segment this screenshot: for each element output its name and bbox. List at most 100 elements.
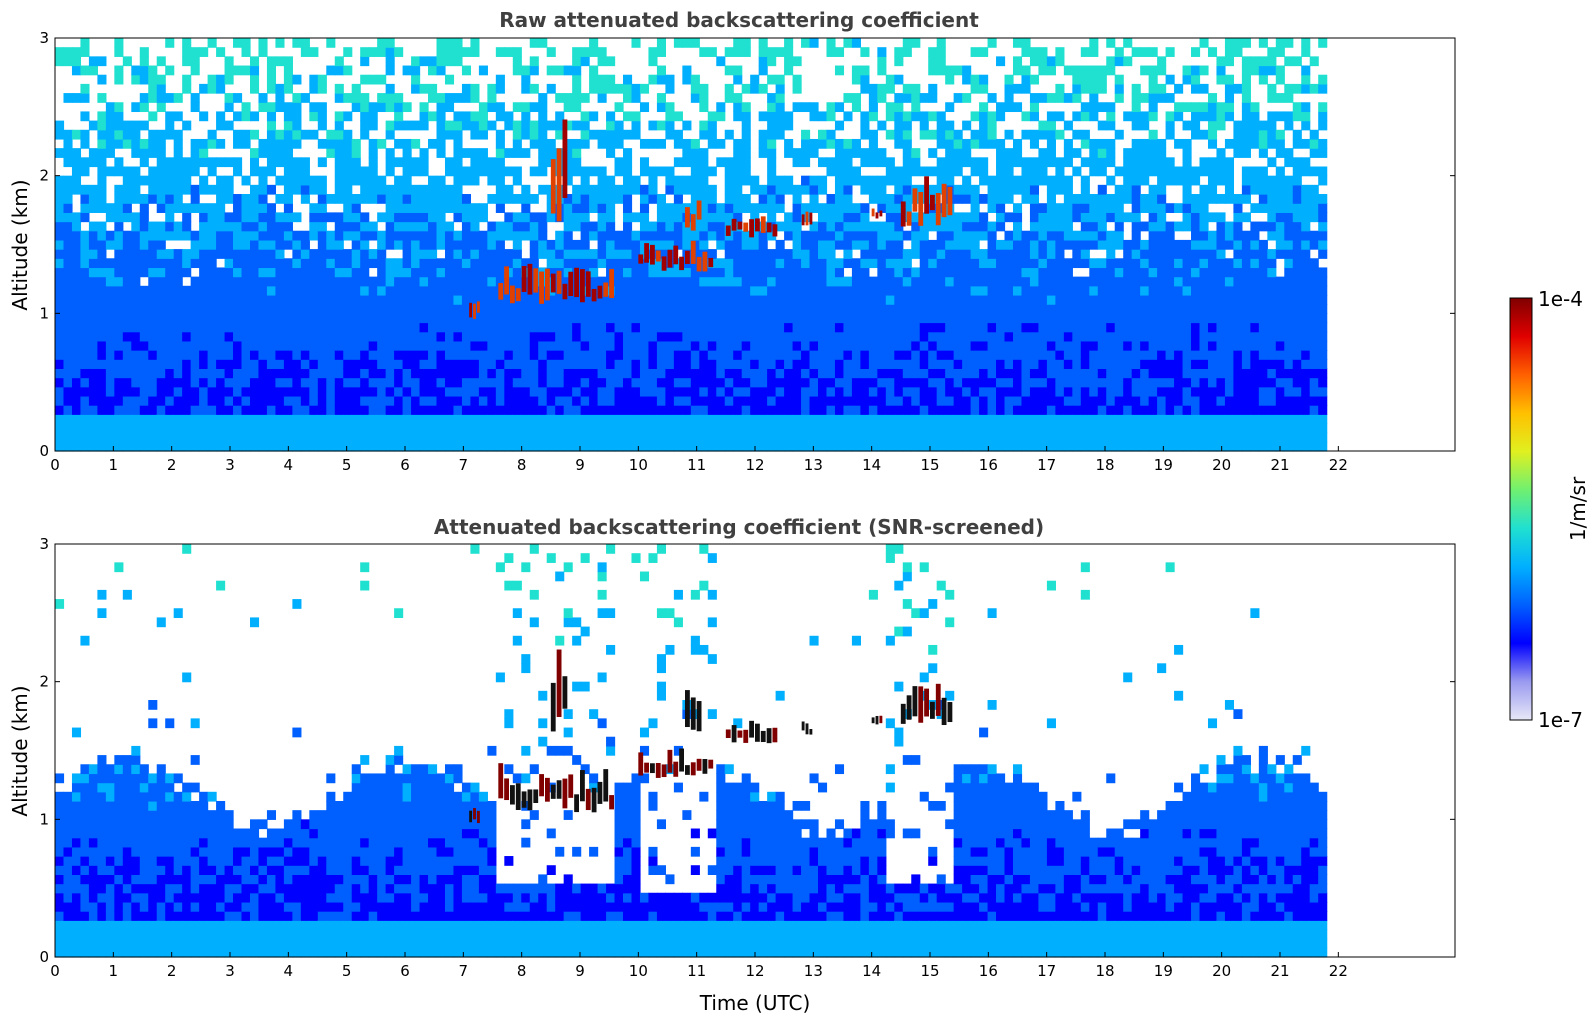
- heatmap-cell: [1123, 175, 1133, 186]
- heatmap-cell: [139, 65, 149, 76]
- heatmap-cell: [733, 441, 743, 452]
- heatmap-cell: [826, 441, 836, 452]
- heatmap-cell: [851, 350, 861, 360]
- heatmap-cell: [71, 294, 82, 305]
- heatmap-cell: [775, 239, 785, 250]
- heatmap-cell: [606, 405, 616, 415]
- heatmap-cell: [165, 157, 175, 168]
- heatmap-cell: [444, 203, 455, 213]
- heatmap-cell: [928, 249, 938, 259]
- heatmap-cell: [538, 423, 548, 434]
- heatmap-cell: [114, 359, 124, 369]
- heatmap-cell: [868, 221, 878, 232]
- heatmap-cell: [436, 47, 446, 57]
- heatmap-cell: [385, 239, 395, 250]
- heatmap-cell: [902, 230, 912, 241]
- heatmap-cell: [241, 441, 251, 452]
- heatmap-cell: [1140, 47, 1150, 57]
- heatmap-cell: [784, 285, 794, 296]
- heatmap-cell: [1038, 331, 1048, 342]
- heatmap-cell: [784, 249, 794, 259]
- heatmap-cell: [326, 432, 336, 443]
- heatmap-cell: [411, 331, 421, 342]
- heatmap-cell: [173, 432, 183, 443]
- heatmap-cell: [580, 230, 590, 241]
- heatmap-cell: [470, 258, 480, 269]
- heatmap-cell: [1165, 157, 1175, 168]
- heatmap-cell: [860, 74, 870, 85]
- heatmap-cell: [928, 322, 938, 333]
- heatmap-cell: [453, 239, 463, 250]
- heatmap-cell: [716, 340, 726, 351]
- heatmap-cell: [266, 56, 277, 67]
- heatmap-cell: [690, 350, 700, 360]
- heatmap-cell: [631, 313, 641, 324]
- heatmap-cell: [173, 313, 183, 324]
- heatmap-cell: [241, 258, 251, 269]
- heatmap-cell: [792, 395, 802, 406]
- heatmap-cell: [945, 239, 955, 250]
- heatmap-cell: [885, 230, 895, 241]
- heatmap-cell: [275, 83, 285, 94]
- heatmap-cell: [461, 405, 472, 415]
- heatmap-cell: [487, 230, 497, 241]
- heatmap-cell: [97, 157, 107, 168]
- heatmap-cell: [1216, 395, 1226, 406]
- heatmap-cell: [266, 129, 277, 140]
- heatmap-cell: [953, 377, 963, 388]
- heatmap-cell: [589, 313, 599, 324]
- heatmap-cell: [428, 212, 438, 223]
- heatmap-cell: [55, 120, 65, 131]
- heatmap-cell: [173, 148, 183, 158]
- heatmap-cell: [394, 102, 404, 113]
- heatmap-cell: [71, 395, 82, 406]
- heatmap-cell: [1165, 423, 1175, 434]
- heatmap-cell: [521, 386, 531, 397]
- heatmap-cell: [623, 294, 633, 305]
- heatmap-cell: [114, 395, 124, 406]
- heatmap-cell: [928, 395, 938, 406]
- heatmap-cell: [1207, 267, 1218, 278]
- heatmap-cell: [945, 120, 955, 131]
- heatmap-cell: [1106, 249, 1116, 259]
- heatmap-cell: [656, 38, 666, 48]
- heatmap-cell: [945, 313, 955, 324]
- heatmap-cell: [818, 175, 828, 186]
- heatmap-cell: [665, 184, 675, 195]
- heatmap-cell: [241, 359, 251, 369]
- heatmap-cell: [377, 74, 387, 85]
- heatmap-cell: [979, 212, 989, 223]
- heatmap-cell: [1046, 212, 1056, 223]
- heatmap-cell: [402, 313, 412, 324]
- heatmap-cell: [1021, 377, 1031, 388]
- heatmap-cell: [55, 203, 65, 213]
- heatmap-cell: [224, 304, 234, 314]
- heatmap-cell: [555, 304, 565, 314]
- heatmap-cell: [1114, 212, 1124, 223]
- heatmap-cell: [377, 294, 387, 305]
- heatmap-cell: [122, 423, 132, 434]
- heatmap-cell: [1174, 221, 1184, 232]
- heatmap-cell: [495, 111, 505, 122]
- heatmap-cell: [105, 331, 115, 342]
- heatmap-cell: [750, 350, 760, 360]
- heatmap-cell: [385, 350, 395, 360]
- heatmap-cell: [1097, 331, 1107, 342]
- heatmap-cell: [648, 331, 658, 342]
- heatmap-cell: [724, 267, 734, 278]
- heatmap-cell: [1191, 249, 1201, 259]
- heatmap-cell: [1199, 203, 1209, 213]
- heatmap-cell: [275, 56, 285, 67]
- heatmap-cell: [1182, 294, 1192, 305]
- heatmap-cell: [105, 304, 115, 314]
- heatmap-cell: [597, 423, 607, 434]
- heatmap-cell: [979, 276, 989, 287]
- heatmap-cell: [1114, 377, 1124, 388]
- heatmap-cell: [504, 249, 514, 259]
- heatmap-cell: [241, 138, 251, 149]
- heatmap-cell: [1038, 405, 1048, 415]
- heatmap-cell: [156, 221, 166, 232]
- heatmap-cell: [987, 230, 997, 241]
- heatmap-cell: [690, 285, 700, 296]
- heatmap-cell: [724, 386, 734, 397]
